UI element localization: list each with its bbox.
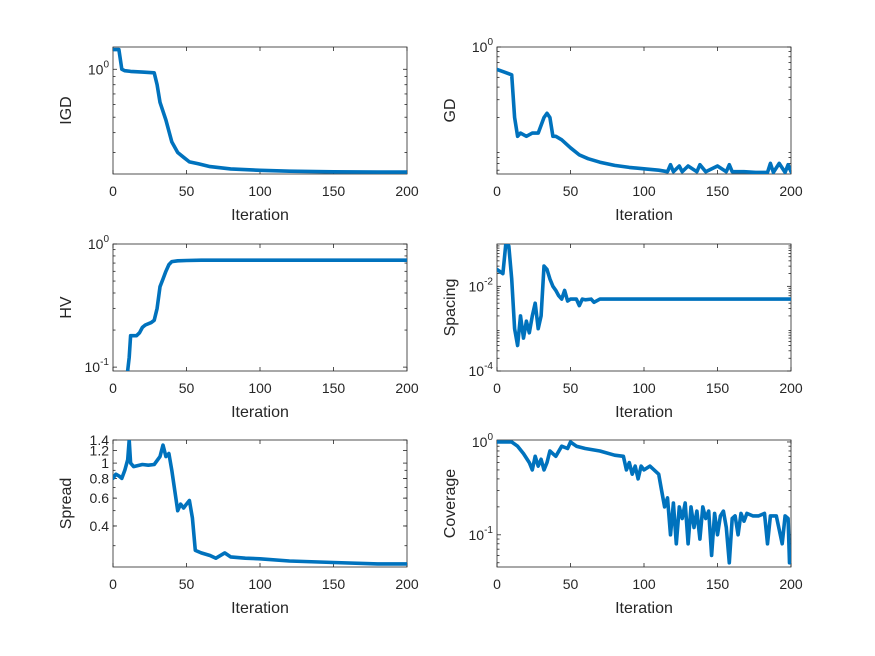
x-tick-label: 150 — [706, 576, 730, 592]
y-tick-base: 10 — [472, 39, 488, 55]
y-axis-label: IGD — [58, 96, 75, 124]
y-tick-label: 10-2 — [469, 276, 494, 294]
y-axis-label: Spread — [58, 478, 75, 530]
y-tick-exponent: 0 — [103, 59, 109, 70]
y-tick-base: 0.4 — [90, 518, 110, 534]
x-tick-label: 100 — [632, 576, 656, 592]
y-tick-base: 1 — [101, 455, 109, 471]
y-tick-label: 100 — [472, 432, 494, 450]
x-axis-label: Iteration — [615, 600, 673, 617]
x-tick-label: 200 — [779, 183, 803, 199]
series-line — [497, 67, 791, 174]
y-tick-base: 10 — [88, 61, 104, 77]
series-line — [113, 47, 407, 174]
x-axis-label: Iteration — [615, 207, 673, 224]
x-tick-label: 0 — [109, 183, 117, 199]
x-tick-label: 100 — [632, 183, 656, 199]
x-tick-label: 150 — [322, 183, 346, 199]
series-line — [125, 258, 407, 371]
x-tick-label: 50 — [179, 576, 195, 592]
x-tick-label: 150 — [706, 183, 730, 199]
y-tick-exponent: -2 — [484, 276, 493, 287]
series-line — [497, 440, 791, 565]
y-axis-label: GD — [442, 99, 459, 123]
x-tick-label: 200 — [395, 576, 419, 592]
x-tick-label: 0 — [109, 380, 117, 396]
axes-box — [112, 46, 408, 175]
y-tick-label: 100 — [88, 234, 110, 252]
y-tick-label: 10-1 — [85, 357, 110, 375]
y-tick-label: 100 — [88, 59, 110, 77]
y-tick-exponent: 0 — [103, 234, 109, 245]
x-tick-label: 0 — [493, 183, 501, 199]
y-tick-base: 10 — [469, 278, 485, 294]
x-tick-label: 150 — [322, 576, 346, 592]
y-tick-base: 10 — [469, 527, 485, 543]
x-axis-label: Iteration — [231, 207, 289, 224]
x-tick-label: 100 — [248, 576, 272, 592]
y-axis-label: Spacing — [442, 279, 459, 337]
axes-box — [496, 46, 792, 175]
x-axis-label: Iteration — [231, 600, 289, 617]
x-tick-label: 150 — [706, 380, 730, 396]
x-axis-label: Iteration — [231, 404, 289, 421]
y-tick-base: 10 — [88, 236, 104, 252]
y-tick-label: 100 — [472, 37, 494, 55]
x-tick-label: 0 — [493, 576, 501, 592]
x-tick-label: 50 — [563, 380, 579, 396]
y-tick-label: 10-4 — [469, 361, 494, 379]
x-tick-label: 100 — [248, 183, 272, 199]
x-tick-label: 200 — [779, 380, 803, 396]
x-tick-label: 150 — [322, 380, 346, 396]
series-line — [497, 244, 791, 348]
x-tick-label: 200 — [779, 576, 803, 592]
y-tick-base: 1.2 — [90, 443, 110, 459]
x-tick-label: 100 — [632, 380, 656, 396]
y-tick-base: 0.8 — [90, 470, 110, 486]
x-tick-label: 0 — [109, 576, 117, 592]
y-tick-base: 10 — [469, 363, 485, 379]
subplot-spread: 0 50 100 150 200 0.4 0.6 0.811.21.4 Iteration Spr… — [58, 432, 419, 617]
y-axis-label: Coverage — [442, 469, 459, 538]
y-tick-base: 10 — [85, 359, 101, 375]
y-tick-label: 0.6 — [90, 490, 110, 506]
x-tick-label: 0 — [493, 380, 501, 396]
y-tick-exponent: -1 — [484, 525, 493, 536]
x-tick-label: 100 — [248, 380, 272, 396]
y-tick-label: 1 — [101, 455, 109, 471]
y-tick-exponent: -4 — [484, 361, 493, 372]
y-tick-base: 10 — [472, 434, 488, 450]
y-tick-label: 1.2 — [90, 443, 110, 459]
x-tick-label: 50 — [563, 576, 579, 592]
y-tick-exponent: 0 — [487, 432, 493, 443]
y-axis-label: HV — [58, 296, 75, 319]
y-tick-label: 10-1 — [469, 525, 494, 543]
x-tick-label: 50 — [563, 183, 579, 199]
y-tick-exponent: 0 — [487, 37, 493, 48]
x-tick-label: 50 — [179, 183, 195, 199]
series-line — [113, 440, 407, 566]
y-tick-base: 1.4 — [90, 432, 110, 448]
y-tick-label: 1.4 — [90, 432, 110, 448]
x-axis-label: Iteration — [615, 404, 673, 421]
x-tick-label: 200 — [395, 380, 419, 396]
y-tick-base: 0.6 — [90, 490, 110, 506]
x-tick-label: 200 — [395, 183, 419, 199]
y-tick-label: 0.4 — [90, 518, 110, 534]
y-tick-label: 0.8 — [90, 470, 110, 486]
y-tick-exponent: -1 — [100, 357, 109, 368]
x-tick-label: 50 — [179, 380, 195, 396]
